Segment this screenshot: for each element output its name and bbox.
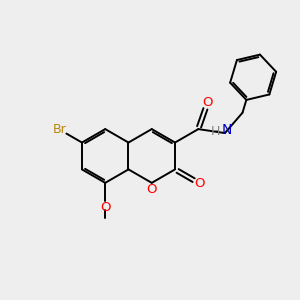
Text: O: O — [100, 201, 110, 214]
Text: O: O — [146, 183, 157, 196]
Text: O: O — [202, 96, 213, 109]
Text: H: H — [211, 125, 220, 138]
Text: N: N — [222, 122, 232, 136]
Text: O: O — [194, 177, 205, 190]
Text: Br: Br — [52, 123, 66, 136]
